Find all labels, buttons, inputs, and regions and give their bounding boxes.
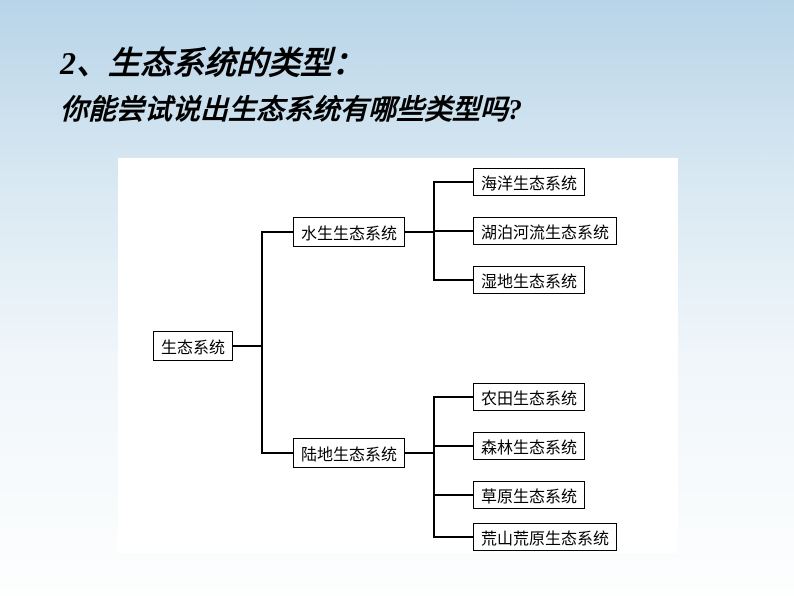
connector xyxy=(433,279,473,281)
node-label: 草原生态系统 xyxy=(481,483,577,507)
slide-subheading: 你能尝试说出生态系统有哪些类型吗? xyxy=(60,88,522,128)
tree-leaf: 农田生态系统 xyxy=(473,383,585,411)
connector xyxy=(261,452,293,454)
tree-root-node: 生态系统 xyxy=(153,331,233,361)
tree-leaf: 海洋生态系统 xyxy=(473,168,585,196)
connector xyxy=(433,396,473,398)
heading-number: 2、 xyxy=(60,45,108,81)
connector xyxy=(405,231,433,233)
connector xyxy=(433,397,435,537)
tree-leaf: 湿地生态系统 xyxy=(473,266,585,294)
connector xyxy=(233,345,261,347)
tree-leaf: 荒山荒原生态系统 xyxy=(473,523,617,551)
tree-diagram-panel: 生态系统 水生生态系统 陆地生态系统 海洋生态系统 湖泊河流生态系统 湿地生态系… xyxy=(118,158,678,553)
node-label: 森林生态系统 xyxy=(481,434,577,458)
tree-branch-aquatic: 水生生态系统 xyxy=(293,217,405,247)
connector xyxy=(433,230,473,232)
node-label: 水生生态系统 xyxy=(301,220,397,244)
connector xyxy=(261,232,263,453)
node-label: 陆地生态系统 xyxy=(301,441,397,465)
connector xyxy=(433,181,473,183)
tree-leaf: 湖泊河流生态系统 xyxy=(473,217,617,245)
tree-leaf: 森林生态系统 xyxy=(473,432,585,460)
node-label: 湖泊河流生态系统 xyxy=(481,219,609,243)
node-label: 海洋生态系统 xyxy=(481,170,577,194)
tree-leaf: 草原生态系统 xyxy=(473,481,585,509)
tree-branch-terrestrial: 陆地生态系统 xyxy=(293,438,405,468)
slide-heading: 2、生态系统的类型： xyxy=(60,38,364,84)
connector xyxy=(261,231,293,233)
connector xyxy=(433,536,473,538)
heading-title: 生态系统的类型： xyxy=(108,45,364,81)
node-label: 湿地生态系统 xyxy=(481,268,577,292)
node-label: 生态系统 xyxy=(161,334,225,358)
connector xyxy=(433,494,473,496)
node-label: 荒山荒原生态系统 xyxy=(481,525,609,549)
node-label: 农田生态系统 xyxy=(481,385,577,409)
connector xyxy=(405,452,433,454)
connector xyxy=(433,445,473,447)
